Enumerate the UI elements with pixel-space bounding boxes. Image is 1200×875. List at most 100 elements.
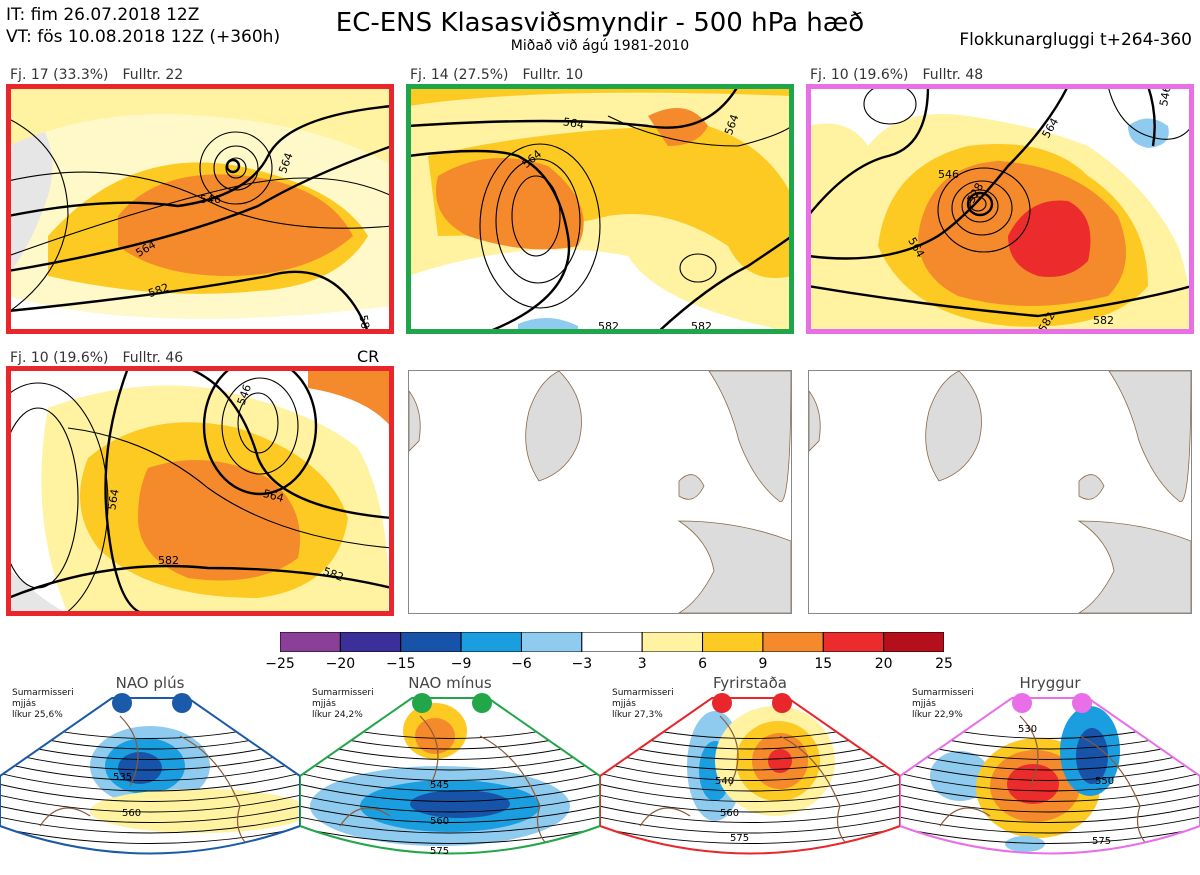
colorbar-tick-label: −3 [571,656,593,672]
contour-label: 546 [200,193,221,206]
panel-1-label: Fj. 17 (33.3%) Fulltr. 22 [10,67,197,83]
colorbar-swatch [762,632,824,652]
regime-map[interactable]: 530 550 575 Hryggur Sumarmisseri mjjás líkur 2… [899,674,1200,871]
contour-label: 540 [715,776,734,787]
contour-label: 546 [938,168,959,181]
classification-window: Flokkunargluggi t+264-360 [959,30,1192,50]
height-contour [600,792,900,813]
colorbar-tick-label: 9 [758,656,768,672]
anomaly-area [90,789,300,833]
cluster-map-1[interactable]: 546 564 564 582 582 [8,86,392,332]
height-contour [900,781,1200,802]
regime-marker-dot [1012,693,1032,713]
regime-note: Sumarmisseri mjjás líkur 24,2% [312,688,374,721]
contour-label: 582 [357,314,373,332]
colorbar-swatch [822,632,885,652]
colorbar-swatch [883,632,944,652]
height-contour [0,748,300,771]
regime-title: Fyrirstaða [713,674,787,692]
height-contour [0,770,300,792]
height-contour [900,792,1200,813]
height-contour [300,759,600,781]
panel-4-tag: CR [357,347,380,366]
colorbar-swatch [641,632,704,652]
anomaly-area [1076,728,1108,784]
regime-marker-dot [472,693,492,713]
empty-map-6[interactable] [808,370,1192,614]
coastline [639,715,861,854]
coastline [39,715,261,854]
colorbar-tick-label: 20 [874,656,893,672]
regime-note-line: líkur 25,6% [12,710,63,720]
height-contour [600,814,900,834]
height-contour [600,825,900,844]
page-subtitle: Miðað við ágú 1981-2010 [510,38,690,54]
regime-note-line: mjjás [612,699,636,709]
colorbar-swatch [339,632,402,652]
run-info: IT: fim 26.07.2018 12Z VT: fös 10.08.201… [6,4,280,48]
contour-label: 560 [720,808,739,819]
colorbar-swatch [702,632,764,652]
contour-label: 546 [1157,86,1173,107]
height-contour [300,825,600,844]
height-contour [300,792,600,813]
anomaly-area [1007,764,1059,804]
colorbar [280,632,944,652]
height-contour [600,759,900,781]
contour-label: 575 [730,833,749,844]
empty-map-5[interactable] [408,370,792,614]
colorbar-swatch [400,632,462,652]
height-contour [0,781,300,802]
panel-3-member: Fulltr. 48 [922,67,984,83]
height-contour [0,803,300,823]
height-contour [600,781,900,802]
contour-label: 545 [430,780,449,791]
colorbar-tick-label: −15 [385,656,416,672]
panel-4-member: Fulltr. 46 [122,350,184,366]
colorbar-tick-label: 6 [698,656,707,672]
regime-marker-dot [112,693,132,713]
panel-2-label: Fj. 14 (27.5%) Fulltr. 10 [410,67,597,83]
contour-label: 564 [562,115,585,131]
height-contour [600,748,900,771]
regime-note-line: mjjás [12,699,36,709]
height-contour [900,748,1200,771]
panel-2-cluster: Fj. 14 (27.5%) [410,67,509,83]
height-contour [600,803,900,823]
regime-note-line: mjjás [912,699,936,709]
colorbar-tick-label: −25 [265,656,295,672]
cluster-map-3[interactable]: 546 546 528 564 564 582 582 [808,86,1192,332]
regime-map[interactable]: 540 560 575 Fyrirstaða Sumarmisseri mjjás líku… [599,674,901,871]
contour-label: 575 [1092,836,1111,847]
initial-time: IT: fim 26.07.2018 12Z [6,5,200,25]
cluster-map-2[interactable]: 564 564 564 582 582 [408,86,792,332]
colorbar-swatch [581,632,643,652]
regime-map[interactable]: 535 560 NAO plús Sumarmisseri mjjás líkur 25,… [0,674,301,871]
height-contour [900,770,1200,792]
contour-label: 582 [158,554,179,567]
panel-4-label: Fj. 10 (19.6%) Fulltr. 46 [10,350,197,366]
colorbar-tick-label: −20 [325,656,356,672]
regime-note-line: líkur 22,9% [912,710,963,720]
cluster-map-4[interactable]: 546 564 564 582 582 [8,368,392,614]
colorbar-tick-label: 25 [935,656,953,672]
regime-note-line: Sumarmisseri [12,688,74,698]
height-contour [900,759,1200,781]
anomaly-area [930,751,990,801]
height-contour [300,748,600,771]
panel-1-cluster: Fj. 17 (33.3%) [10,67,109,83]
height-contour [900,825,1200,844]
regime-note-line: Sumarmisseri [912,688,974,698]
contour-label: 550 [1095,776,1114,787]
regime-map[interactable]: 545 560 575 NAO mínus Sumarmisseri mjjás líkur… [299,674,601,871]
regime-title: NAO plús [115,674,185,692]
valid-time: VT: fös 10.08.2018 12Z (+360h) [6,27,281,47]
regime-marker-dot [772,693,792,713]
colorbar-tick-label: 15 [814,656,833,672]
colorbar-swatch [460,632,522,652]
regime-title: NAO mínus [408,674,492,692]
contour-label: 530 [1018,724,1037,735]
regime-marker-dot [712,693,732,713]
panel-1-member: Fulltr. 22 [122,67,184,83]
colorbar-tick-label: −9 [450,656,472,672]
